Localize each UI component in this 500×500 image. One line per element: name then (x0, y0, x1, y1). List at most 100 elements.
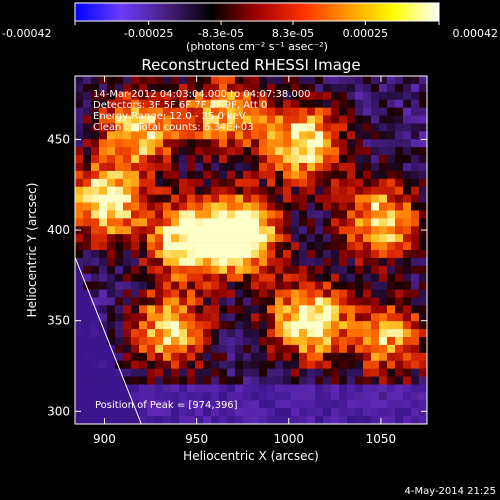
heatmap-cell (179, 226, 188, 235)
heatmap-cell (131, 226, 140, 235)
heatmap-cell (395, 321, 404, 330)
heatmap-cell (115, 147, 124, 156)
heatmap-cell (411, 305, 420, 314)
heatmap-cell (347, 257, 356, 267)
heatmap-cell (403, 178, 412, 188)
heatmap-cell (267, 234, 276, 243)
heatmap-cell (139, 210, 148, 219)
heatmap-cell (331, 107, 340, 116)
heatmap-cell (251, 281, 260, 290)
heatmap-cell (195, 210, 204, 219)
heatmap-cell (251, 257, 260, 267)
heatmap-cell (131, 234, 140, 243)
heatmap-cell (147, 352, 156, 362)
heatmap-cell (355, 384, 364, 393)
heatmap-cell (83, 329, 92, 338)
heatmap-cell (355, 234, 364, 243)
heatmap-cell (187, 131, 196, 140)
heatmap-cell (115, 139, 124, 148)
heatmap-cell (187, 376, 196, 385)
heatmap-cell (267, 218, 276, 227)
heatmap-cell (155, 170, 164, 180)
heatmap-cell (403, 360, 412, 369)
heatmap-cell (123, 115, 132, 124)
heatmap-cell (227, 344, 236, 354)
heatmap-cell (403, 91, 412, 101)
heatmap-cell (227, 337, 236, 346)
heatmap-cell (83, 147, 92, 156)
heatmap-cell (267, 107, 276, 116)
heatmap-cell (227, 329, 236, 338)
heatmap-cell (131, 305, 140, 314)
heatmap-cell (355, 147, 364, 156)
heatmap-cell (291, 226, 300, 235)
heatmap-cell (331, 115, 340, 124)
heatmap-cell (363, 344, 372, 354)
heatmap-cell (411, 408, 420, 417)
heatmap-cell (171, 344, 180, 354)
heatmap-cell (363, 408, 372, 417)
heatmap-cell (195, 91, 204, 101)
heatmap-cell (171, 416, 180, 424)
heatmap-cell (211, 408, 220, 417)
heatmap-cell (147, 139, 156, 148)
heatmap-cell (315, 368, 324, 377)
heatmap-cell (99, 99, 108, 108)
heatmap-cell (355, 273, 364, 282)
heatmap-cell (363, 99, 372, 108)
heatmap-cell (107, 250, 116, 259)
heatmap-cell (379, 178, 388, 188)
heatmap-cell (107, 202, 116, 211)
heatmap-cell (387, 123, 396, 132)
heatmap-cell (139, 344, 148, 354)
heatmap-cell (211, 76, 220, 85)
heatmap-cell (355, 392, 364, 401)
heatmap-cell (179, 115, 188, 124)
heatmap-cell (419, 202, 427, 211)
heatmap-cell (299, 194, 308, 203)
heatmap-cell (411, 115, 420, 124)
heatmap-cell (379, 163, 388, 172)
heatmap-cell (115, 273, 124, 282)
heatmap-cell (275, 384, 284, 393)
heatmap-cell (395, 297, 404, 306)
heatmap-cell (371, 131, 380, 140)
peak-position-label: Position of Peak = [974,396] (95, 400, 238, 411)
heatmap-cell (235, 344, 244, 354)
heatmap-cell (163, 76, 172, 85)
heatmap-cell (155, 273, 164, 282)
heatmap-cell (363, 273, 372, 282)
heatmap-cell (251, 234, 260, 243)
heatmap-cell (179, 170, 188, 180)
heatmap-cell (267, 194, 276, 203)
heatmap-cell (243, 273, 252, 282)
heatmap-cell (339, 416, 348, 424)
heatmap-cell (123, 139, 132, 148)
heatmap-cell (299, 281, 308, 290)
heatmap-cell (363, 329, 372, 338)
heatmap-cell (395, 265, 404, 275)
heatmap-cell (115, 107, 124, 116)
heatmap-cell (403, 392, 412, 401)
heatmap-cell (99, 178, 108, 188)
heatmap-cell (219, 194, 228, 203)
heatmap-cell (147, 226, 156, 235)
heatmap-cell (283, 170, 292, 180)
heatmap-cell (363, 147, 372, 156)
heatmap-cell (243, 234, 252, 243)
heatmap-cell (131, 289, 140, 298)
heatmap-cell (107, 107, 116, 116)
heatmap-cell (203, 344, 212, 354)
heatmap-cell (363, 202, 372, 211)
heatmap-cell (131, 131, 140, 140)
heatmap-cell (115, 210, 124, 219)
heatmap-cell (323, 147, 332, 156)
heatmap-cell (115, 202, 124, 211)
heatmap-cell (91, 329, 100, 338)
heatmap-cell (115, 321, 124, 330)
heatmap-cell (235, 408, 244, 417)
heatmap-cell (267, 321, 276, 330)
heatmap-cell (219, 408, 228, 417)
heatmap-cell (75, 392, 84, 401)
